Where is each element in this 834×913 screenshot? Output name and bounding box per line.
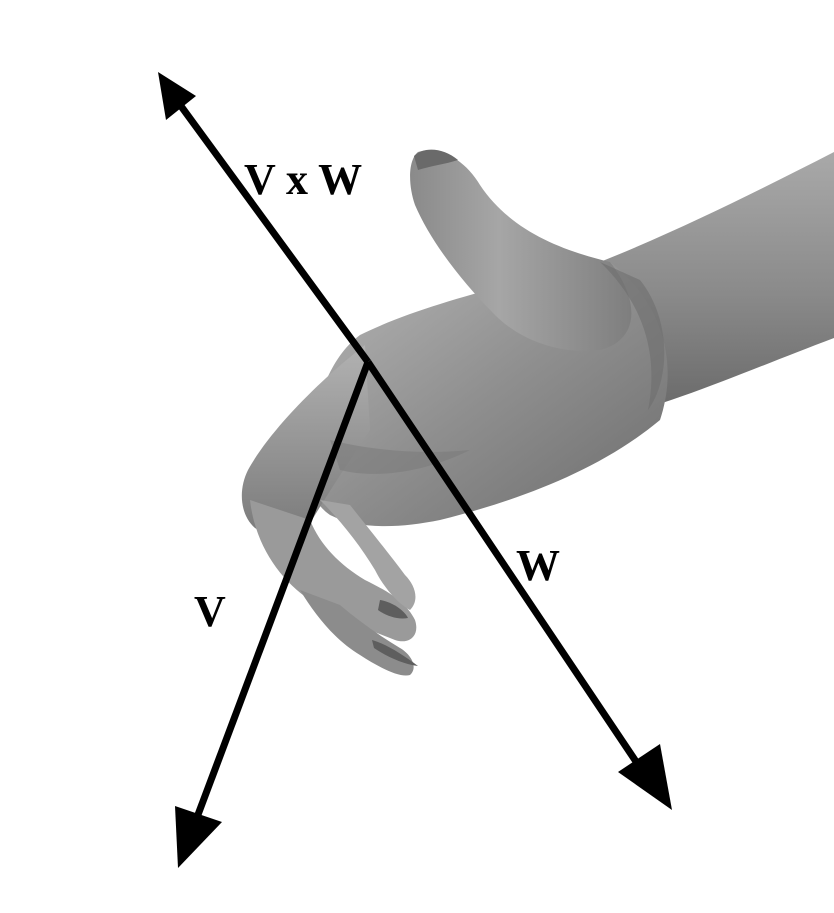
thumb-shape	[410, 150, 632, 351]
fingers-shape	[250, 500, 417, 642]
knuckle-shading	[330, 440, 470, 474]
cross-product-label: V x W	[244, 155, 362, 204]
finger-middle-shape	[320, 500, 416, 610]
w-vector-line	[365, 360, 648, 777]
v-label: V	[194, 587, 226, 636]
v-vector-line	[189, 360, 372, 830]
wrist-shading	[600, 262, 665, 410]
fingernail-shape	[378, 600, 408, 619]
index-finger-shape	[241, 345, 370, 539]
vector-arrows	[158, 72, 672, 868]
w-label: W	[516, 541, 560, 590]
thumbnail-shape	[414, 149, 458, 170]
hand-illustration	[241, 149, 834, 676]
cross-product-vector-line	[175, 99, 371, 365]
w-vector-arrowhead	[618, 744, 672, 810]
fingernail-shape	[372, 640, 418, 666]
v-vector-arrowhead	[175, 806, 222, 868]
cross-product-arrowhead	[158, 72, 196, 120]
